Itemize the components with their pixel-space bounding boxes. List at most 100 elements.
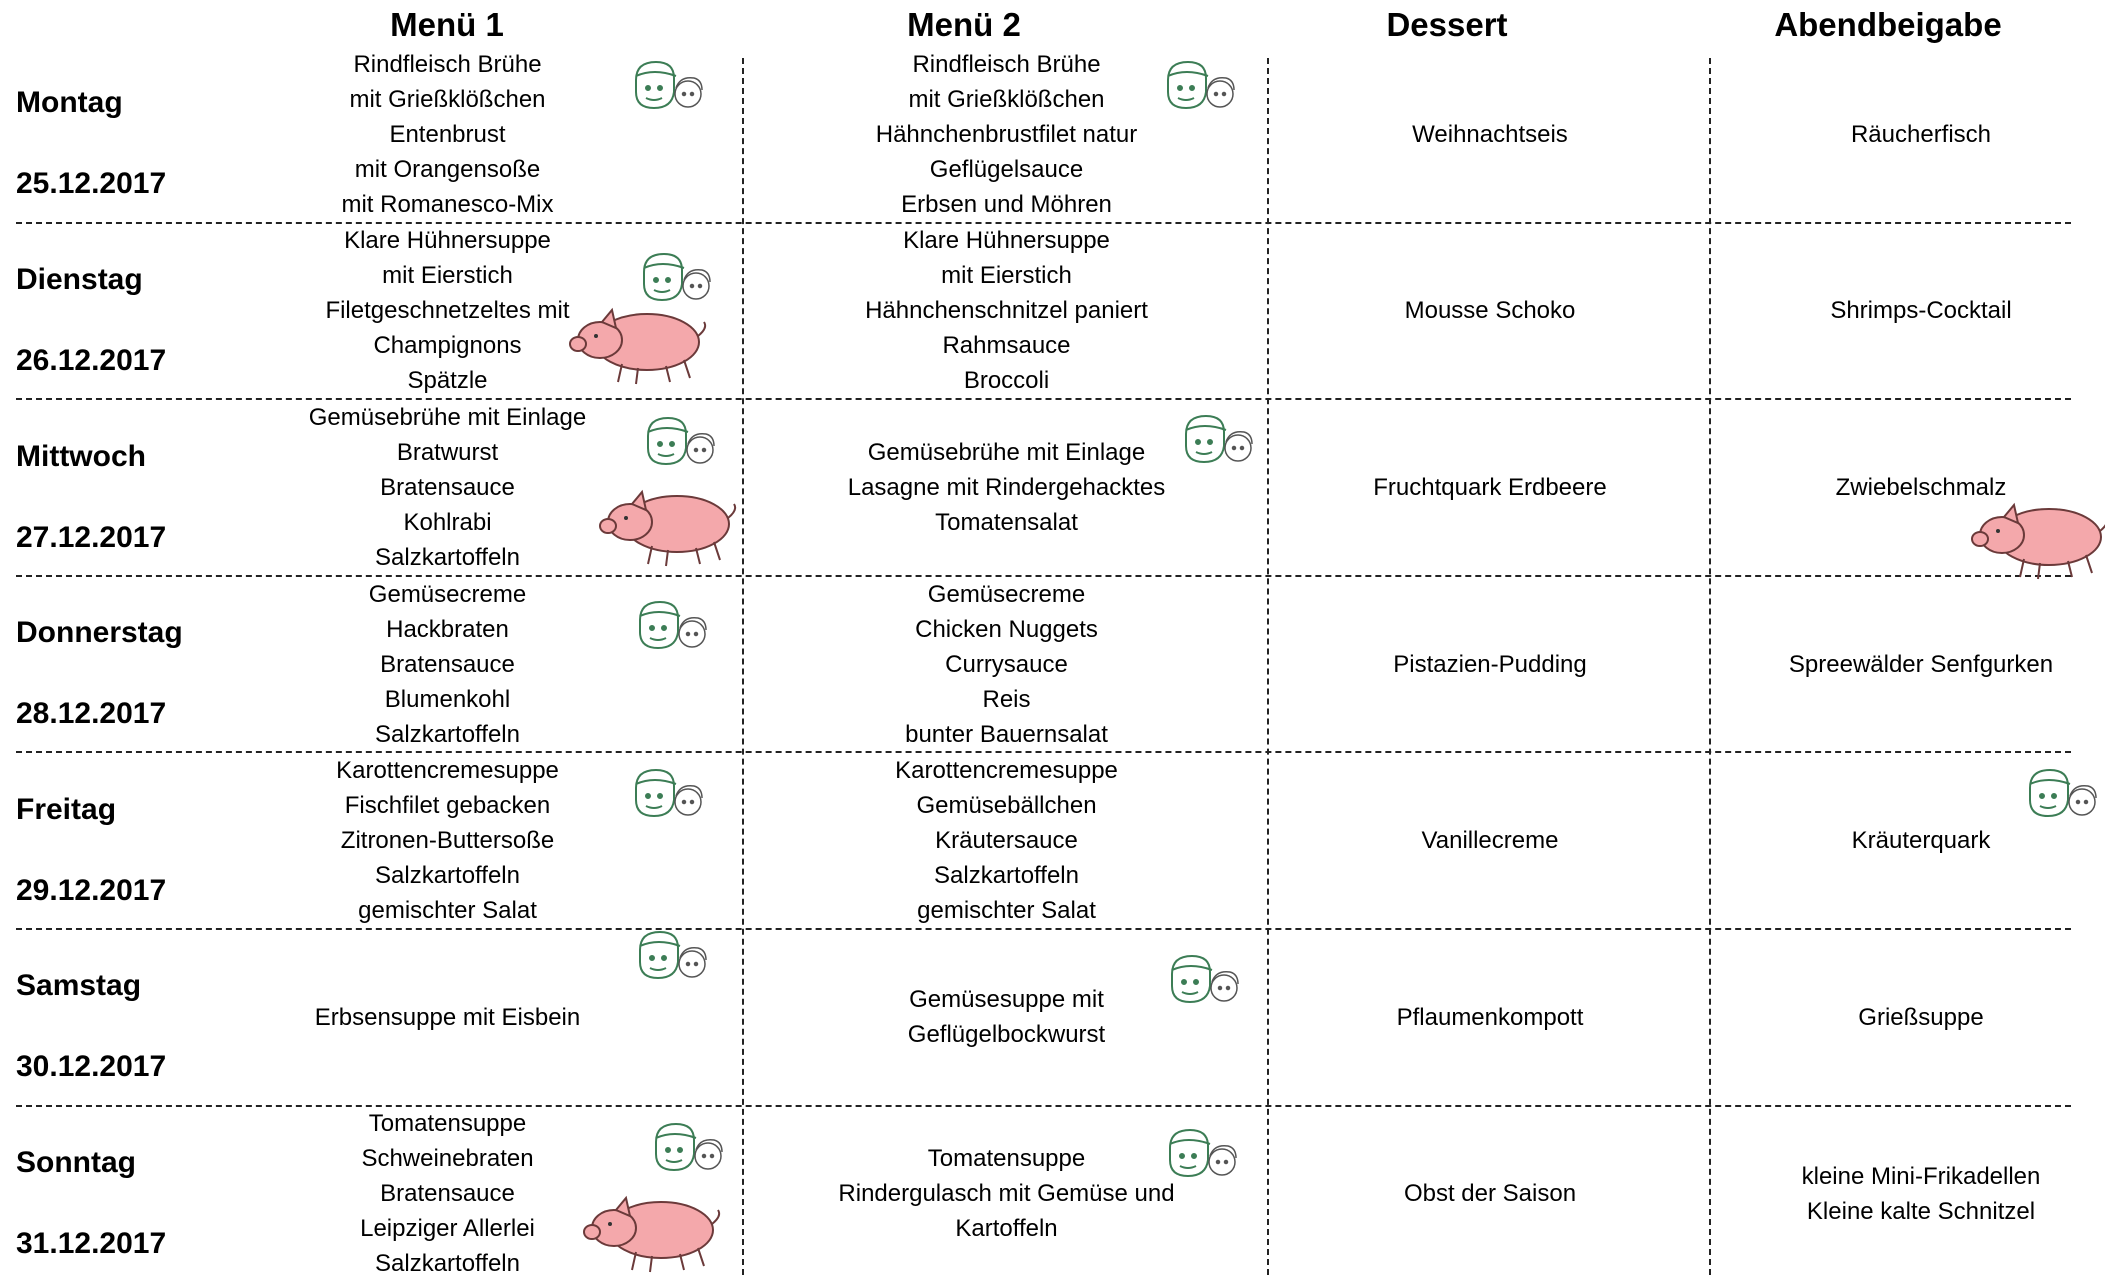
menu-cell: Mousse Schoko xyxy=(1269,223,1711,400)
menu-cell: Karottencremesuppe Fischfilet gebacken Zit… xyxy=(160,752,735,929)
menu1-line: Erbsensuppe mit Eisbein xyxy=(314,1003,581,1031)
day-name: Samstag xyxy=(16,969,142,1003)
menu2-line: Kräutersauce xyxy=(935,827,1078,855)
menu1-line: Bratensauce xyxy=(380,1180,515,1208)
menu2-line: Tomatensalat xyxy=(935,508,1078,536)
menu-cell: Pflaumenkompott xyxy=(1269,929,1711,1106)
menu1-line: Zitronen-Buttersoße xyxy=(340,827,555,855)
menu1-line: Entenbrust xyxy=(389,120,506,148)
menu-cell: Rindfleisch Brühe mit Grießklößchen Hähnch… xyxy=(744,46,1269,223)
menu-cell: Shrimps-Cocktail xyxy=(1711,223,2105,400)
menu1-line: Salzkartoffeln xyxy=(375,720,520,748)
row-divider xyxy=(16,574,2071,577)
dessert-line: Weihnachtseis xyxy=(1412,120,1568,148)
menu-cell: Räucherfisch xyxy=(1711,46,2105,223)
chef-icon xyxy=(1162,1126,1242,1185)
menu-cell: Gemüsebrühe mit Einlage Bratwurst Bratensa… xyxy=(160,399,735,576)
menu1-line: Gemüsebrühe mit Einlage xyxy=(308,403,587,431)
menu1-line: Leipziger Allerlei xyxy=(360,1215,535,1243)
menu2-line: Erbsen und Möhren xyxy=(901,190,1112,218)
menu1-line: Rindfleisch Brühe xyxy=(353,50,542,78)
chef-icon xyxy=(632,928,712,987)
menu1-line: mit Romanesco-Mix xyxy=(341,190,554,218)
menu-cell: Kräuterquark xyxy=(1711,752,2105,929)
date: 29.12.2017 xyxy=(16,873,167,907)
menu1-line: Champignons xyxy=(373,332,522,360)
menu2-line: Gemüsesuppe mit xyxy=(909,986,1104,1014)
menu1-line: Salzkartoffeln xyxy=(375,543,520,571)
chef-icon xyxy=(2022,766,2102,825)
menu2-line: Hähnchenschnitzel paniert xyxy=(865,297,1148,325)
menu1-line: Blumenkohl xyxy=(384,685,511,713)
menu-cell: Erbsensuppe mit Eisbein xyxy=(160,929,735,1106)
chef-icon xyxy=(1178,412,1258,471)
column-divider xyxy=(742,58,744,1275)
menu2-line: Currysauce xyxy=(945,650,1068,678)
row-divider xyxy=(16,751,2071,754)
menu-cell: Rindfleisch Brühe mit Grießklößchen Entenb… xyxy=(160,46,735,223)
menu2-line: Rindergulasch mit Gemüse und xyxy=(838,1180,1175,1208)
menu1-line: Bratensauce xyxy=(380,650,515,678)
evening-line: Zwiebelschmalz xyxy=(1835,473,2007,501)
pig-icon xyxy=(576,1188,726,1278)
menu-cell: Grießsuppe xyxy=(1711,929,2105,1106)
date: 28.12.2017 xyxy=(16,697,167,731)
menu1-line: Schweinebraten xyxy=(361,1145,534,1173)
menu2-line: gemischter Salat xyxy=(917,897,1096,925)
menu2-line: Klare Hühnersuppe xyxy=(903,227,1110,255)
row-divider xyxy=(16,398,2071,401)
column-header: Menü 2 xyxy=(907,6,1021,43)
day-name: Freitag xyxy=(16,792,117,826)
column-divider xyxy=(1709,58,1711,1275)
menu1-line: Karottencremesuppe xyxy=(336,757,559,785)
column-divider xyxy=(1267,58,1269,1275)
menu1-line: Bratensauce xyxy=(380,473,515,501)
menu2-line: Gemüsebällchen xyxy=(916,792,1097,820)
menu-cell: kleine Mini-Frikadellen Kleine kalte Schn… xyxy=(1711,1106,2105,1282)
menu-cell: Zwiebelschmalz xyxy=(1711,399,2105,576)
menu1-line: Salzkartoffeln xyxy=(375,862,520,890)
menu2-line: Gemüsecreme xyxy=(927,580,1086,608)
menu-cell: Klare Hühnersuppe mit Eierstich Hähnchensc… xyxy=(744,223,1269,400)
menu1-line: Fischfilet gebacken xyxy=(344,792,551,820)
column-header: Abendbeigabe xyxy=(1774,6,2002,43)
date: 26.12.2017 xyxy=(16,343,167,377)
menu1-line: mit Orangensoße xyxy=(354,155,541,183)
row-divider xyxy=(16,221,2071,224)
menu2-line: mit Eierstich xyxy=(941,262,1072,290)
column-header: Dessert xyxy=(1386,6,1508,43)
chef-icon xyxy=(632,598,712,657)
day-name: Sonntag xyxy=(16,1145,136,1179)
day-name: Mittwoch xyxy=(16,439,146,473)
menu1-line: Klare Hühnersuppe xyxy=(344,227,551,255)
date: 30.12.2017 xyxy=(16,1050,167,1084)
menu-cell: Fruchtquark Erdbeere xyxy=(1269,399,1711,576)
menu-cell: Spreewälder Senfgurken xyxy=(1711,576,2105,753)
menu2-line: Tomatensuppe xyxy=(927,1145,1086,1173)
dessert-line: Pflaumenkompott xyxy=(1396,1003,1584,1031)
date: 31.12.2017 xyxy=(16,1226,167,1260)
dessert-line: Vanillecreme xyxy=(1421,827,1559,855)
menu2-line: Reis xyxy=(982,685,1031,713)
day-name: Donnerstag xyxy=(16,616,183,650)
menu2-line: Gemüsebrühe mit Einlage xyxy=(867,438,1146,466)
menu1-line: Spätzle xyxy=(407,367,488,395)
chef-icon xyxy=(1160,58,1240,117)
menu-cell: Gemüsebrühe mit Einlage Lasagne mit Rinde… xyxy=(744,399,1269,576)
column-header: Menü 1 xyxy=(390,6,504,43)
menu1-line: Tomatensuppe xyxy=(368,1110,527,1138)
menu2-line: Salzkartoffeln xyxy=(934,862,1079,890)
day-name: Montag xyxy=(16,86,123,120)
menu2-line: Kartoffeln xyxy=(955,1215,1058,1243)
menu-cell: Weihnachtseis xyxy=(1269,46,1711,223)
dessert-line: Mousse Schoko xyxy=(1404,297,1576,325)
row-divider xyxy=(16,1104,2071,1107)
menu2-line: bunter Bauernsalat xyxy=(905,720,1108,748)
evening-line: Räucherfisch xyxy=(1850,120,1992,148)
chef-icon xyxy=(628,58,708,117)
menu-cell: Klare Hühnersuppe mit Eierstich Filetgesch… xyxy=(160,223,735,400)
menu1-line: Filetgeschnetzeltes mit xyxy=(325,297,570,325)
menu1-line: mit Eierstich xyxy=(382,262,513,290)
chef-icon xyxy=(1164,952,1244,1011)
